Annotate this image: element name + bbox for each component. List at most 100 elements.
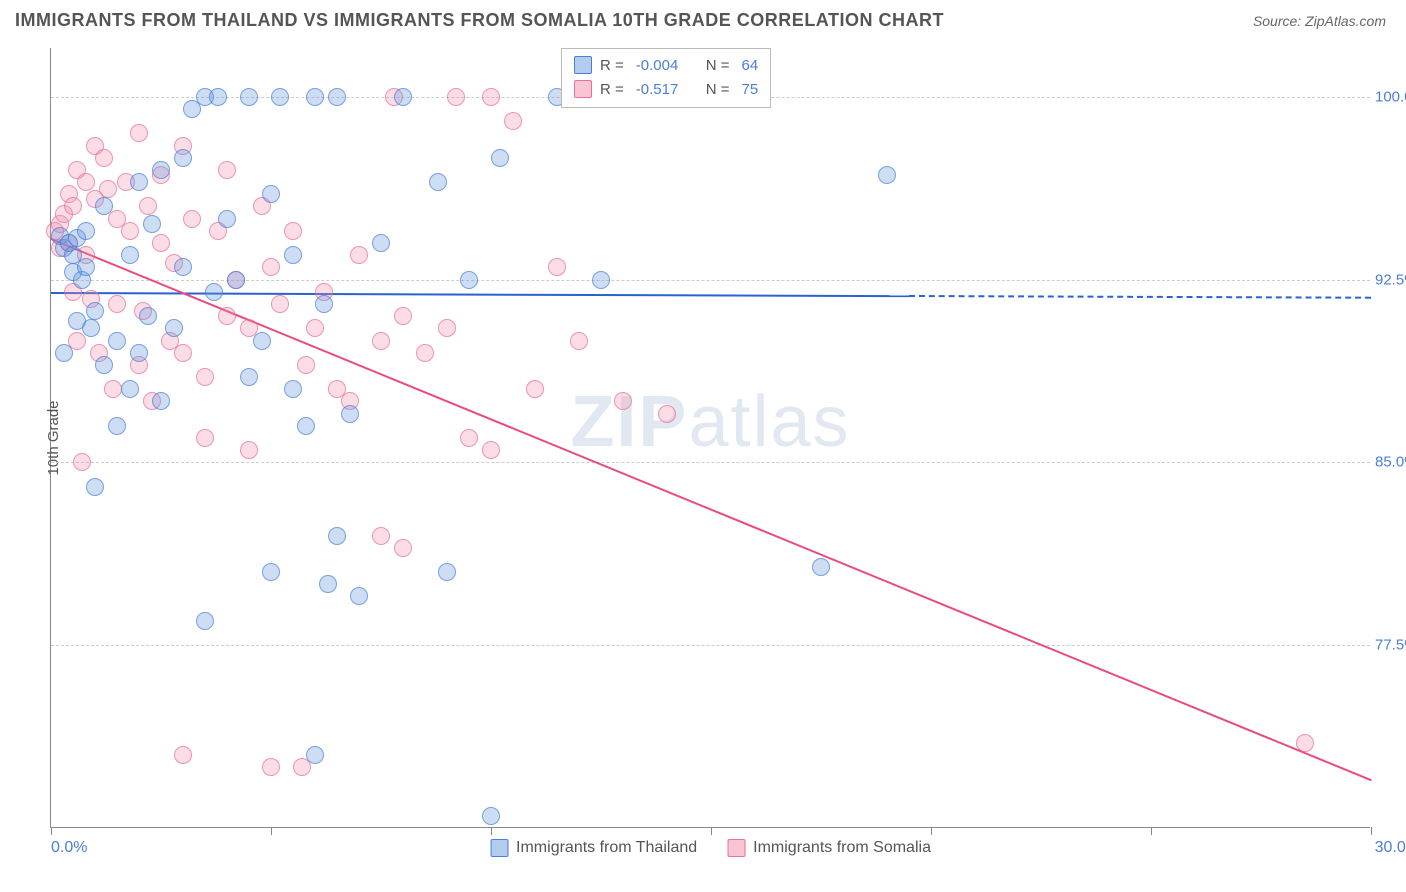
data-point: [319, 575, 337, 593]
y-tick-label: 92.5%: [1375, 271, 1406, 288]
data-point: [108, 417, 126, 435]
data-point: [271, 295, 289, 313]
y-tick-label: 77.5%: [1375, 637, 1406, 654]
data-point: [86, 302, 104, 320]
y-tick-label: 85.0%: [1375, 454, 1406, 471]
legend-n-label: N =: [706, 57, 730, 74]
data-point: [438, 319, 456, 337]
data-point: [306, 319, 324, 337]
legend-r-label: R =: [600, 57, 624, 74]
data-point: [429, 173, 447, 191]
data-point: [130, 344, 148, 362]
x-tick: [51, 827, 52, 835]
data-point: [95, 356, 113, 374]
data-point: [284, 222, 302, 240]
data-point: [271, 88, 289, 106]
legend-item: Immigrants from Somalia: [727, 839, 931, 857]
legend-row: R =-0.517N =75: [574, 77, 758, 101]
data-point: [297, 356, 315, 374]
data-point: [77, 222, 95, 240]
data-point: [196, 429, 214, 447]
data-point: [350, 587, 368, 605]
data-point: [878, 166, 896, 184]
data-point: [482, 807, 500, 825]
series-legend: Immigrants from Thailand Immigrants from …: [490, 839, 931, 857]
data-point: [416, 344, 434, 362]
legend-swatch: [490, 839, 508, 857]
data-point: [196, 612, 214, 630]
chart-area: 10th Grade ZIPatlas 100.0%92.5%85.0%77.5…: [50, 48, 1370, 828]
data-point: [350, 246, 368, 264]
data-point: [104, 380, 122, 398]
data-point: [152, 392, 170, 410]
data-point: [240, 88, 258, 106]
data-point: [482, 88, 500, 106]
legend-swatch: [574, 80, 592, 98]
data-point: [227, 271, 245, 289]
data-point: [328, 88, 346, 106]
data-point: [143, 215, 161, 233]
data-point: [64, 197, 82, 215]
data-point: [306, 88, 324, 106]
chart-header: IMMIGRANTS FROM THAILAND VS IMMIGRANTS F…: [0, 0, 1406, 37]
data-point: [130, 124, 148, 142]
gridline: [51, 280, 1370, 281]
legend-n-value: 75: [742, 81, 759, 98]
gridline: [51, 645, 1370, 646]
gridline: [51, 462, 1370, 463]
data-point: [394, 307, 412, 325]
legend-row: R =-0.004N =64: [574, 53, 758, 77]
legend-r-value: -0.004: [636, 57, 686, 74]
data-point: [284, 246, 302, 264]
legend-r-label: R =: [600, 81, 624, 98]
data-point: [86, 478, 104, 496]
data-point: [152, 234, 170, 252]
data-point: [262, 758, 280, 776]
data-point: [130, 173, 148, 191]
data-point: [438, 563, 456, 581]
legend-series-label: Immigrants from Thailand: [516, 839, 697, 857]
data-point: [174, 746, 192, 764]
data-point: [108, 332, 126, 350]
x-tick: [1151, 827, 1152, 835]
legend-r-value: -0.517: [636, 81, 686, 98]
data-point: [108, 295, 126, 313]
data-point: [284, 380, 302, 398]
data-point: [205, 283, 223, 301]
chart-title: IMMIGRANTS FROM THAILAND VS IMMIGRANTS F…: [15, 10, 944, 31]
data-point: [491, 149, 509, 167]
legend-swatch: [574, 56, 592, 74]
data-point: [262, 185, 280, 203]
data-point: [99, 180, 117, 198]
data-point: [209, 88, 227, 106]
data-point: [548, 258, 566, 276]
data-point: [196, 368, 214, 386]
data-point: [152, 161, 170, 179]
data-point: [447, 88, 465, 106]
data-point: [262, 563, 280, 581]
data-point: [372, 527, 390, 545]
data-point: [139, 197, 157, 215]
data-point: [121, 380, 139, 398]
data-point: [341, 405, 359, 423]
data-point: [218, 307, 236, 325]
data-point: [482, 441, 500, 459]
data-point: [372, 234, 390, 252]
data-point: [240, 441, 258, 459]
data-point: [68, 312, 86, 330]
x-tick: [491, 827, 492, 835]
data-point: [174, 258, 192, 276]
x-tick: [931, 827, 932, 835]
data-point: [218, 161, 236, 179]
data-point: [315, 295, 333, 313]
data-point: [526, 380, 544, 398]
trend-line: [909, 295, 1371, 299]
data-point: [460, 429, 478, 447]
data-point: [297, 417, 315, 435]
data-point: [1296, 734, 1314, 752]
plot-region: 100.0%92.5%85.0%77.5%: [51, 48, 1370, 827]
source-label: Source: ZipAtlas.com: [1253, 13, 1386, 29]
data-point: [240, 368, 258, 386]
x-tick: [271, 827, 272, 835]
data-point: [165, 319, 183, 337]
